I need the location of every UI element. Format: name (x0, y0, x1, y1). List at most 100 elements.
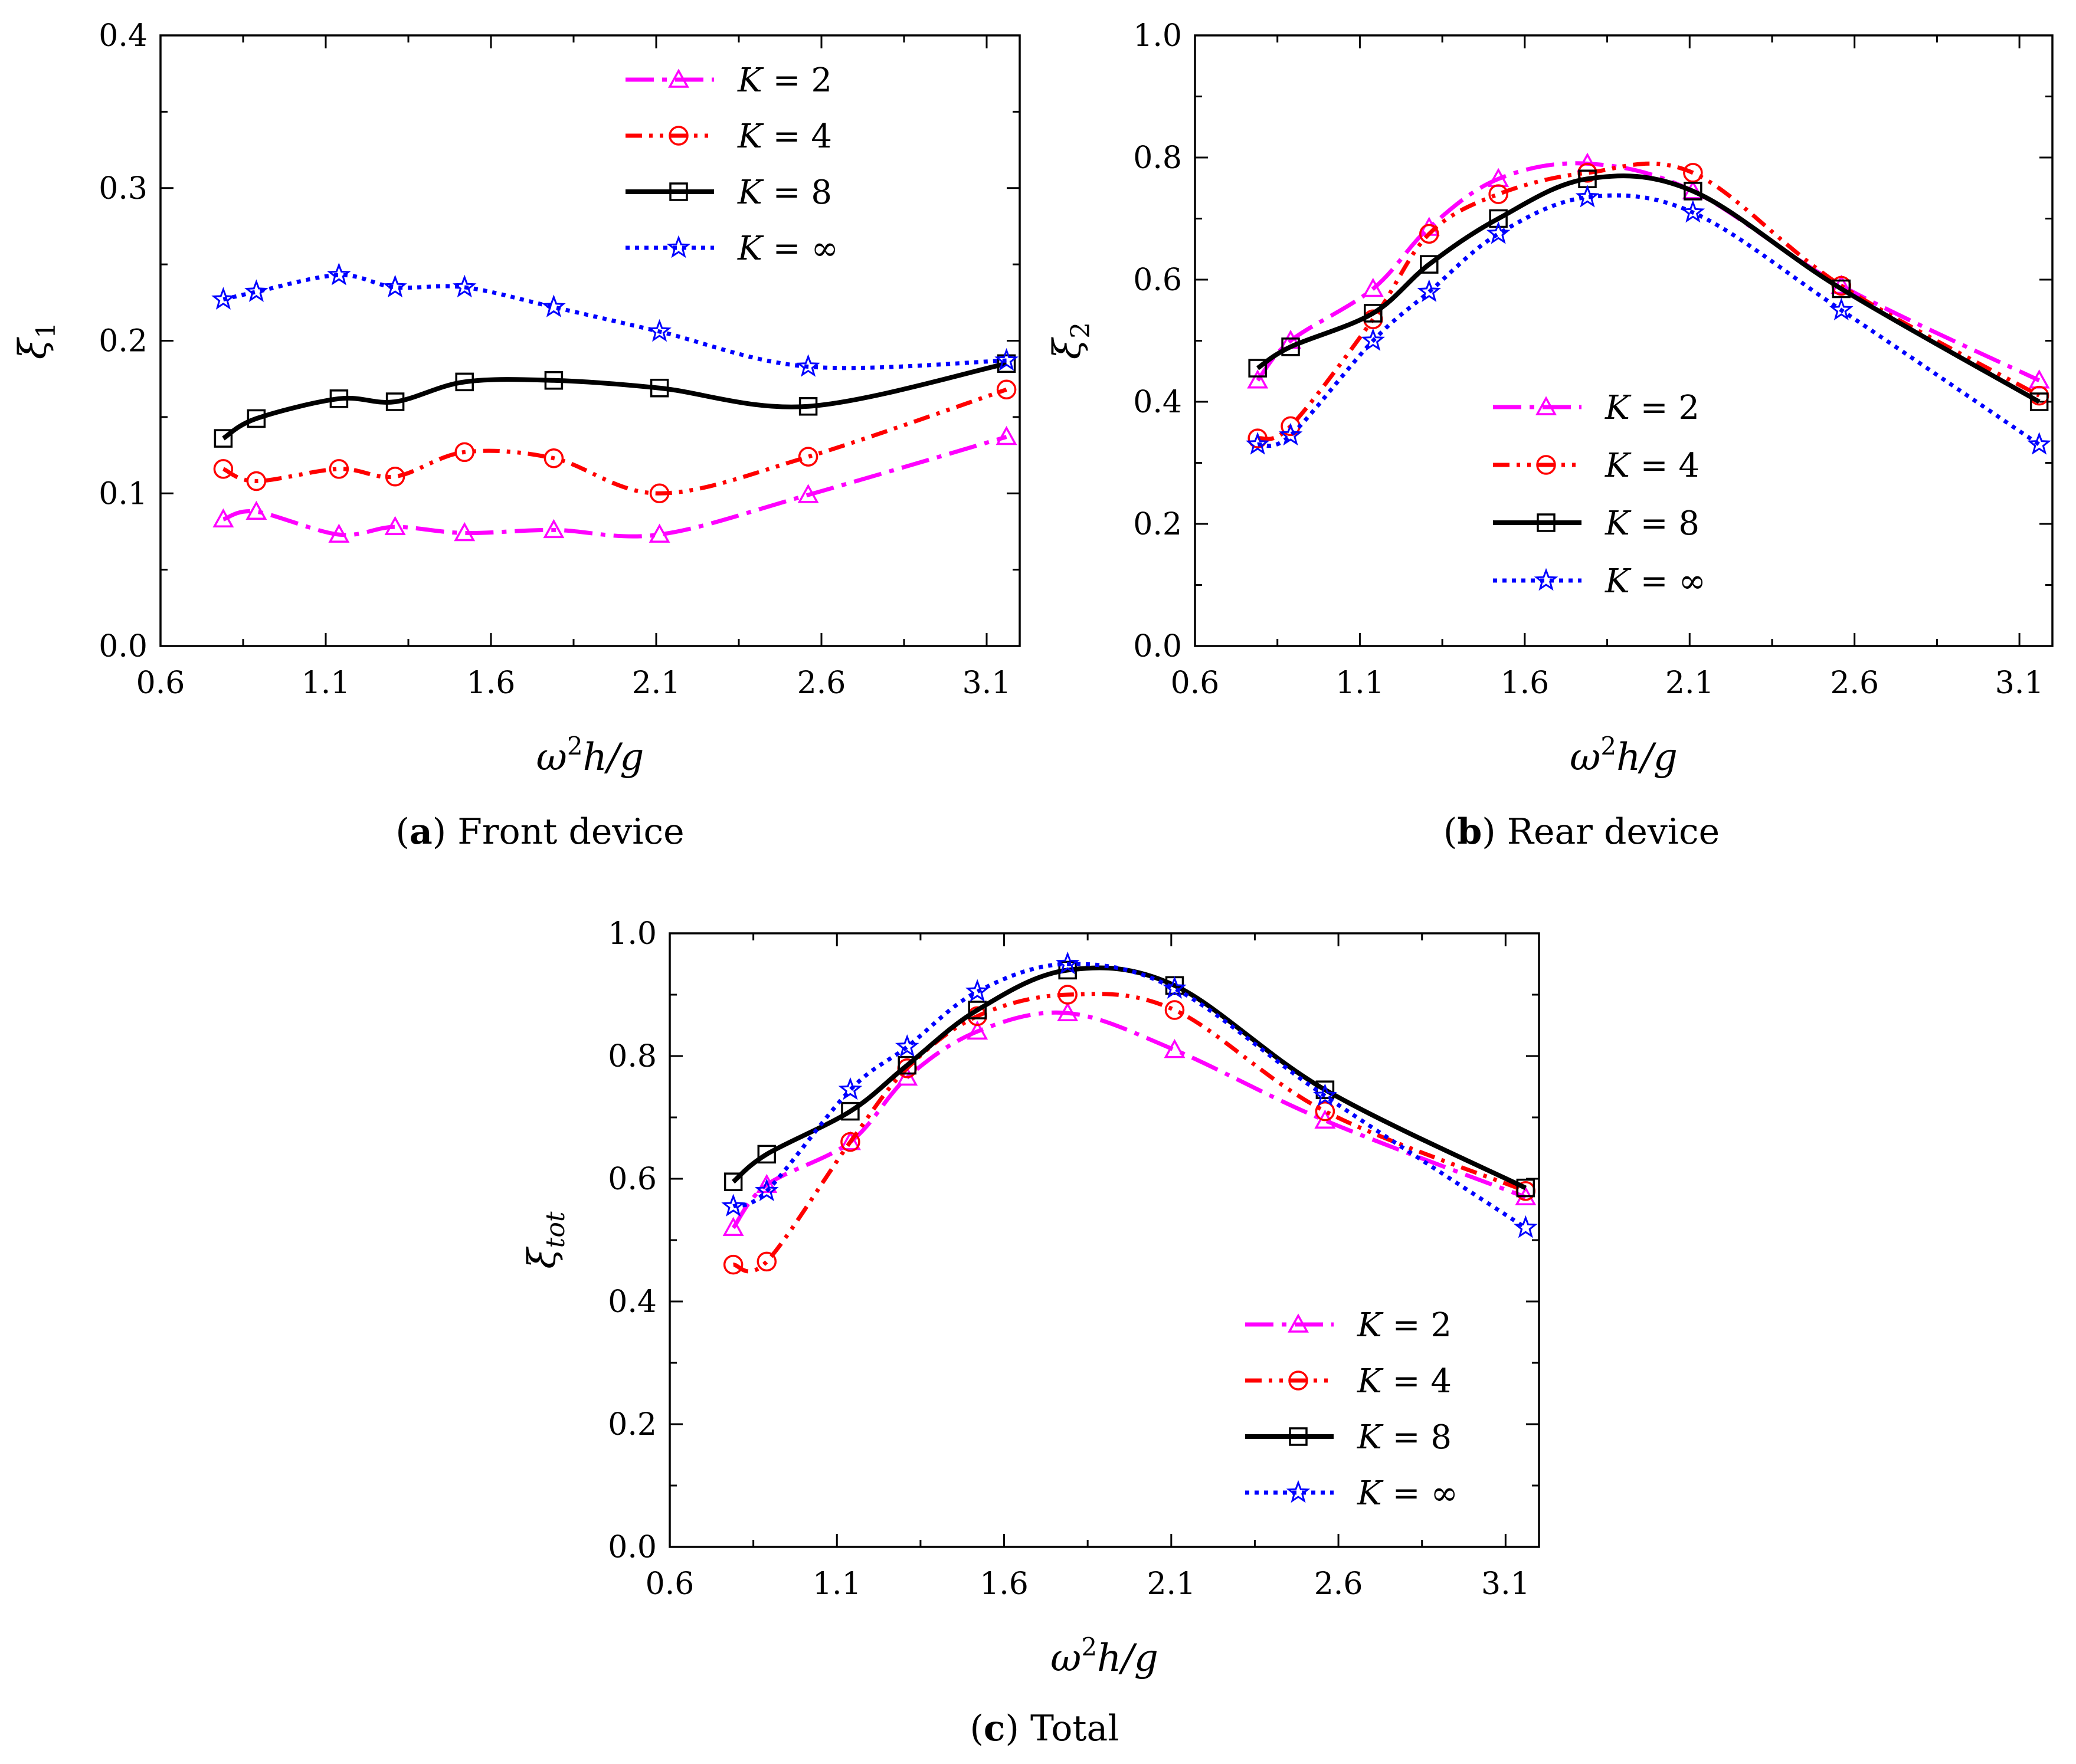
data-point (797, 484, 819, 503)
data-point (994, 347, 1019, 371)
data-point (1488, 184, 1508, 204)
data-point (1057, 1002, 1079, 1021)
legend-entry: K = 8 (1493, 504, 1700, 543)
legend-label: K = 8 (737, 173, 832, 212)
data-point (1364, 304, 1383, 323)
x-axis-label: ω2h/g (1050, 1632, 1158, 1680)
data-point (796, 354, 820, 377)
x-tick-label: 2.6 (797, 665, 846, 701)
legend-entry: K = 4 (1493, 447, 1700, 485)
data-point (1281, 337, 1300, 356)
legend-entry: K = 8 (626, 173, 832, 212)
data-point (1164, 1038, 1186, 1058)
x-tick-label: 1.1 (813, 1566, 862, 1602)
data-point (2029, 392, 2049, 411)
data-point (1832, 279, 1851, 299)
x-tick-label: 3.1 (1481, 1566, 1530, 1602)
legend-marker (1536, 455, 1556, 475)
data-point (1248, 359, 1267, 378)
y-tick-label: 0.4 (99, 18, 148, 54)
legend-entry: K = 8 (1245, 1418, 1452, 1457)
y-tick-label: 0.6 (608, 1162, 657, 1197)
data-point (997, 354, 1016, 373)
data-point (898, 1055, 916, 1075)
data-point (544, 371, 564, 390)
y-tick-label: 0.4 (608, 1284, 657, 1320)
data-point (1514, 1215, 1538, 1238)
data-point (543, 448, 564, 468)
data-point (1417, 279, 1442, 302)
data-point (455, 372, 474, 392)
x-tick-label: 2.1 (1147, 1566, 1196, 1602)
data-point (996, 379, 1017, 400)
legend-marker (1288, 1313, 1309, 1333)
x-axis-label: ω2h/g (536, 732, 644, 779)
x-tick-label: 3.1 (962, 665, 1011, 701)
data-point (452, 274, 477, 298)
x-tick-label: 1.1 (1335, 665, 1384, 701)
plot-frame (159, 34, 1021, 647)
legend-label: K = 4 (737, 117, 832, 156)
series-k-2 (212, 425, 1017, 543)
series-k-8 (723, 960, 1535, 1198)
data-point (213, 459, 234, 479)
legend-marker (1535, 396, 1557, 415)
caption-c: (c) Total (970, 1708, 1119, 1749)
data-point (1829, 297, 1854, 320)
legend-marker (1288, 1370, 1308, 1391)
y-tick-label: 0.8 (608, 1039, 657, 1074)
data-point (721, 1194, 745, 1217)
data-point (211, 287, 235, 310)
data-point (798, 447, 818, 467)
legend-marker (1534, 568, 1558, 591)
panel-b-rear-device: 0.6 1.1 1.6 2.1 2.6 3.1 0.0 0.2 0.4 0.6 0.8 1.0 ω2h/… (1046, 18, 2054, 779)
data-point (996, 425, 1017, 445)
y-tick-label: 0.1 (99, 476, 148, 512)
panel-c-total: 0.6 1.1 1.6 2.1 2.6 3.1 0.0 0.2 0.4 0.6 0.8 1.0 ω2h/… (520, 916, 1540, 1680)
caption-a: (a) Front device (395, 811, 684, 853)
data-point (384, 516, 406, 535)
x-tick-label: 0.6 (646, 1566, 695, 1602)
data-point (1362, 277, 1384, 297)
legend-marker (1537, 513, 1556, 532)
x-tick-label: 1.6 (980, 1566, 1029, 1602)
series-line (222, 435, 1007, 539)
x-axis-label: ω2h/g (1570, 732, 1678, 779)
series-k-2 (1247, 152, 2050, 389)
data-point (895, 1034, 919, 1057)
data-point (329, 389, 349, 408)
data-point (757, 1145, 777, 1164)
data-point (1058, 960, 1077, 980)
series-k-inf (1245, 184, 2051, 455)
series-line (1257, 193, 2041, 448)
panel-a-front-device: 0.6 1.1 1.6 2.1 2.6 3.1 0.0 0.1 0.2 0.3 0.4 ω2h/g ξ1… (11, 18, 1021, 779)
series-line (1256, 161, 2041, 382)
data-point (454, 442, 474, 463)
legend-entry: K = ∞ (1493, 562, 1706, 601)
series-k-inf (211, 262, 1019, 377)
data-point (2027, 432, 2051, 455)
data-point (1315, 1101, 1335, 1122)
x-tick-label: 0.6 (1171, 665, 1220, 701)
series-line (222, 387, 1007, 496)
legend-entry: K = 2 (1493, 389, 1700, 427)
series-line (731, 965, 1527, 1191)
data-point (454, 522, 476, 542)
legend-label: K = 8 (1605, 504, 1700, 543)
data-point (1575, 184, 1600, 208)
plot-frame (669, 932, 1540, 1548)
y-tick-label: 0.0 (608, 1530, 657, 1565)
x-tick-label: 3.1 (1995, 665, 2044, 701)
legend-label: K = ∞ (737, 229, 839, 268)
y-axis-label: ξtot (520, 1211, 571, 1268)
legend-label: K = 2 (1357, 1306, 1452, 1345)
data-point (841, 1101, 860, 1121)
series-line (731, 1010, 1527, 1229)
data-point (542, 294, 566, 317)
series-line (732, 962, 1527, 1230)
legend-label: K = 2 (1605, 389, 1700, 427)
series-k-8 (1248, 169, 2049, 411)
series-k-4 (213, 379, 1017, 503)
legend-marker (669, 126, 689, 146)
